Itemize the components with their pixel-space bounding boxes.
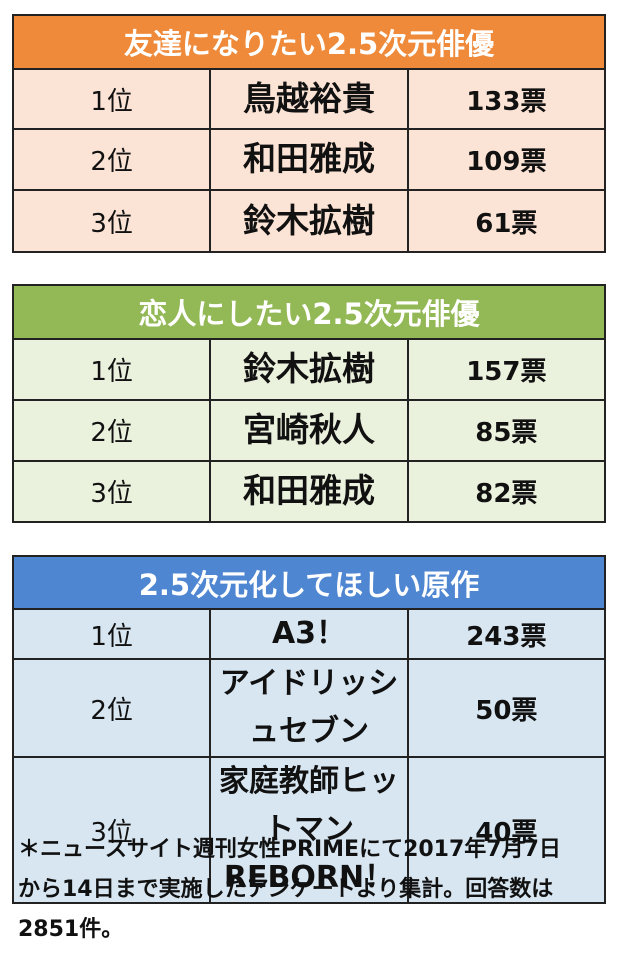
name: 家庭教師ヒットマン REBORN！ bbox=[209, 756, 409, 904]
ranking-row: 3位 和田雅成 82票 bbox=[11, 460, 607, 523]
header-row: 2.5次元化してほしい原作 bbox=[12, 555, 606, 610]
table-title: 恋人にしたい2.5次元俳優 bbox=[12, 284, 606, 340]
rank: 3位 bbox=[11, 460, 212, 523]
ranking-row: 1位 鈴木拡樹 157票 bbox=[11, 338, 607, 401]
ranking-row: 2位 和田雅成 109票 bbox=[11, 128, 607, 191]
ranking-table: 2.5次元化してほしい原作 1位 A3！ 243票 2位 アイドリッシュセブン 50票 3位家… bbox=[11, 555, 607, 904]
votes: 157票 bbox=[406, 338, 607, 401]
ranking-row: 3位 家庭教師ヒットマン REBORN！ 40票 bbox=[11, 756, 607, 904]
votes: 133票 bbox=[406, 68, 607, 130]
rank: 2位 bbox=[11, 128, 212, 191]
votes: 243票 bbox=[406, 608, 607, 660]
ranking-table: 友達になりたい2.5次元俳優 1位 鳥越裕貴 133票 2位 和田雅成 109票 3位 鈴木拡樹… bbox=[11, 14, 607, 253]
ranking-row: 2位 アイドリッシュセブン 50票 bbox=[11, 658, 607, 758]
rank: 2位 bbox=[11, 399, 212, 462]
ranking-row: 1位 鳥越裕貴 133票 bbox=[11, 68, 607, 130]
name: 鈴木拡樹 bbox=[209, 189, 409, 253]
rank: 1位 bbox=[11, 608, 212, 660]
ranking-row: 3位 鈴木拡樹 61票 bbox=[11, 189, 607, 253]
name: 宮崎秋人 bbox=[209, 399, 409, 462]
name: A3！ bbox=[209, 608, 409, 660]
name: 鈴木拡樹 bbox=[209, 338, 409, 401]
header-row: 恋人にしたい2.5次元俳優 bbox=[12, 284, 606, 340]
rank: 1位 bbox=[11, 338, 212, 401]
rank: 2位 bbox=[11, 658, 212, 758]
ranking-table: 恋人にしたい2.5次元俳優 1位 鈴木拡樹 157票 2位 宮崎秋人 85票 3位 和田雅成 82… bbox=[11, 284, 607, 523]
votes: 85票 bbox=[406, 399, 607, 462]
votes: 109票 bbox=[406, 128, 607, 191]
table-title: 友達になりたい2.5次元俳優 bbox=[12, 14, 606, 70]
votes: 40票 bbox=[406, 756, 607, 904]
table-title: 2.5次元化してほしい原作 bbox=[12, 555, 606, 610]
rank: 3位 bbox=[11, 189, 212, 253]
votes: 50票 bbox=[406, 658, 607, 758]
rank: 3位 bbox=[11, 756, 212, 904]
name: 和田雅成 bbox=[209, 460, 409, 523]
votes: 61票 bbox=[406, 189, 607, 253]
name: アイドリッシュセブン bbox=[209, 658, 409, 758]
rank: 1位 bbox=[11, 68, 212, 130]
footnote: ＊ニュースサイト週刊女性PRIMEにて2017年7月7日から14日まで実施したア… bbox=[18, 837, 561, 942]
ranking-row: 1位 A3！ 243票 bbox=[11, 608, 607, 660]
header-row: 友達になりたい2.5次元俳優 bbox=[12, 14, 606, 70]
name: 和田雅成 bbox=[209, 128, 409, 191]
ranking-row: 2位 宮崎秋人 85票 bbox=[11, 399, 607, 462]
votes: 82票 bbox=[406, 460, 607, 523]
name: 鳥越裕貴 bbox=[209, 68, 409, 130]
